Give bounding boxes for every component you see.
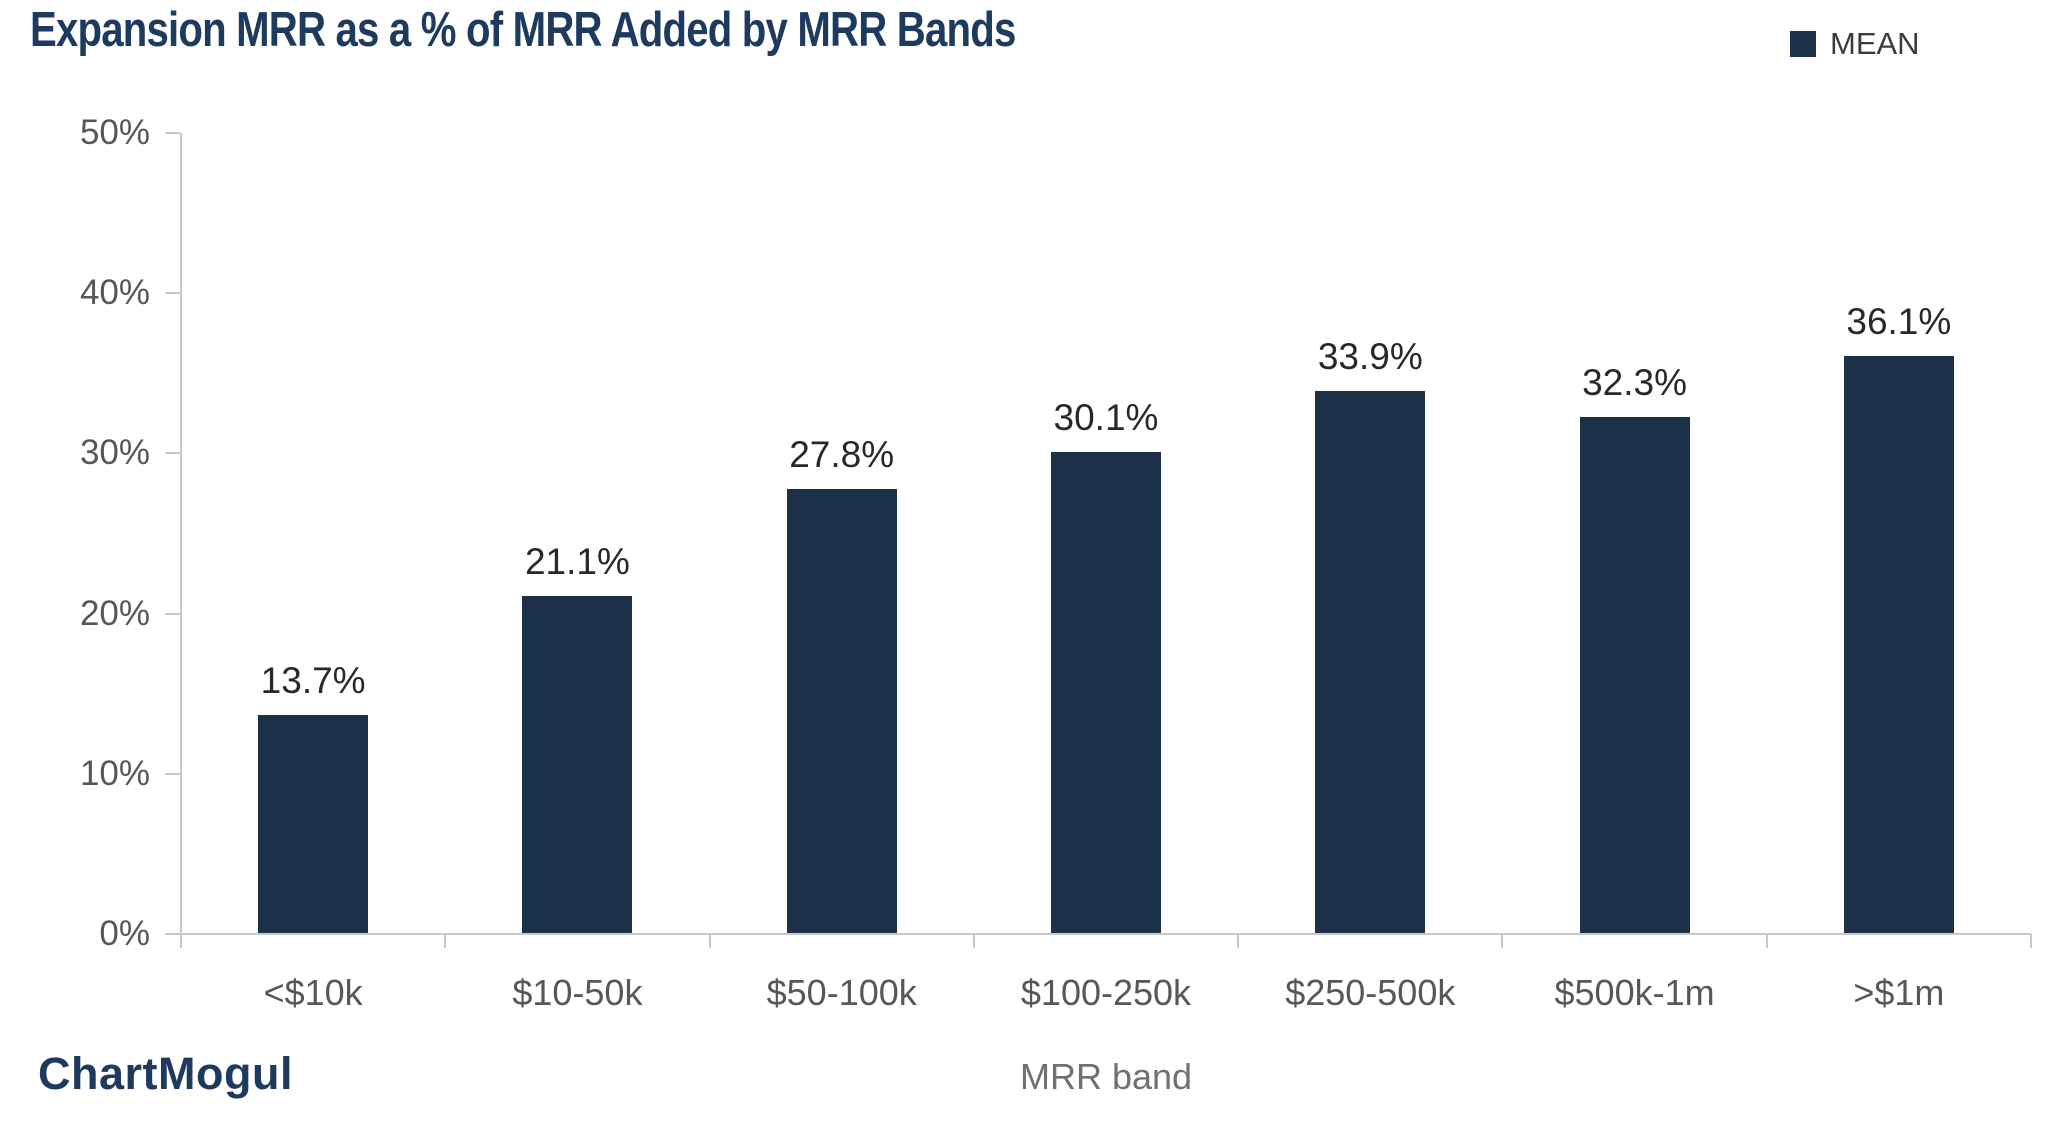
legend-item-mean[interactable]: MEAN [1790, 26, 1920, 62]
chartmogul-logo: ChartMogul [38, 1048, 293, 1099]
bar-value-label: 30.1% [1053, 396, 1159, 438]
legend-label: MEAN [1830, 26, 1920, 61]
bar-value-label: 27.8% [789, 433, 895, 475]
bar-$100-250k [1051, 451, 1161, 934]
x-axis-category-label: >$1m [1853, 972, 1945, 1013]
bar-$50-100k [786, 488, 897, 934]
x-axis-title: MRR band [1019, 1056, 1193, 1097]
x-axis-category-label: $250-500k [1285, 972, 1456, 1013]
y-axis-tick-label: 20% [79, 593, 150, 633]
bar-<$10k [258, 714, 369, 934]
legend-swatch-icon [1790, 31, 1816, 57]
y-axis-tick-label: 40% [79, 273, 150, 313]
bar-value-label: 32.3% [1582, 361, 1688, 403]
y-axis-tick-label: 10% [79, 753, 150, 793]
y-axis-tick-label: 30% [79, 433, 150, 473]
x-axis-category-label: $10-50k [512, 972, 643, 1013]
y-axis-tick-label: 0% [99, 914, 150, 953]
bar-value-label: 33.9% [1317, 335, 1423, 377]
bar-value-label: 21.1% [524, 540, 630, 582]
chart-title: Expansion MRR as a % of MRR Added by MRR… [30, 3, 1016, 57]
x-axis-category-label: <$10k [263, 972, 363, 1013]
bar-$10-50k [522, 595, 633, 934]
bar-value-label: 13.7% [260, 659, 366, 701]
bar-$500k-1m [1579, 416, 1690, 934]
x-axis-category-label: $50-100k [766, 972, 917, 1013]
x-axis-category-label: $100-250k [1020, 972, 1192, 1013]
bar-value-label: 36.1% [1846, 300, 1952, 342]
y-axis-tick-label: 50% [79, 113, 150, 152]
x-axis-category-label: $500k-1m [1554, 972, 1715, 1013]
bar->$1m [1843, 355, 1954, 934]
bar-$250-500k [1315, 390, 1426, 934]
